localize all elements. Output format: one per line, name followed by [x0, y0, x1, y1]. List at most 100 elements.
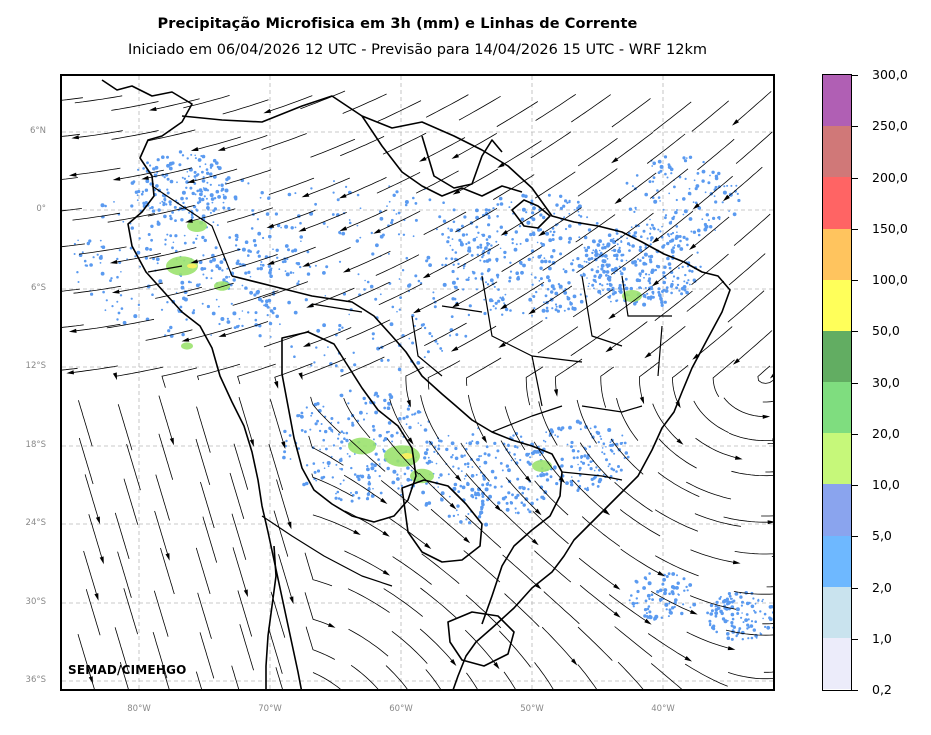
- rain-dot: [348, 219, 351, 221]
- streamline: [771, 556, 773, 557]
- rain-dot: [335, 492, 337, 495]
- rain-dot: [663, 244, 666, 247]
- rain-dot: [486, 283, 490, 286]
- rain-dot: [505, 464, 510, 468]
- streamline: [611, 288, 651, 318]
- streamline: [671, 364, 689, 405]
- rain-dot: [662, 208, 665, 211]
- rain-dot: [717, 185, 721, 189]
- rain-dot: [378, 463, 381, 465]
- rain-dot: [514, 458, 517, 460]
- rain-dot: [495, 257, 499, 262]
- rain-dot: [479, 259, 482, 262]
- streamline: [107, 213, 155, 223]
- rain-dot: [338, 260, 342, 263]
- rain-dot: [221, 187, 225, 191]
- rain-dot: [513, 453, 516, 456]
- streamline-arrow: [481, 435, 487, 444]
- rain-dot: [206, 202, 210, 206]
- streamline: [762, 400, 773, 403]
- streamline: [202, 516, 218, 563]
- streamline: [225, 169, 272, 185]
- colorbar-segment: [823, 279, 851, 332]
- streamline: [74, 95, 123, 104]
- streamline: [83, 550, 98, 598]
- streamline: [503, 671, 516, 689]
- rain-dot: [552, 230, 556, 234]
- rain-cell: [181, 342, 193, 350]
- rain-dot: [516, 511, 520, 515]
- rain-dot: [376, 346, 380, 351]
- rain-dot: [669, 284, 674, 288]
- streamline: [695, 437, 739, 459]
- rain-dot: [568, 224, 572, 228]
- rain-dot: [250, 227, 254, 230]
- rain-dot: [247, 182, 250, 185]
- rain-dot: [739, 595, 743, 599]
- rain-dot: [539, 213, 543, 217]
- streamline: [117, 551, 132, 598]
- streamline: [578, 557, 618, 588]
- streamline: [610, 438, 644, 475]
- rain-dot: [721, 617, 726, 621]
- rain-dot: [499, 296, 502, 299]
- rain-dot: [562, 268, 565, 271]
- rain-dot: [399, 296, 402, 299]
- rain-dot: [310, 414, 312, 417]
- rain-dot: [681, 265, 684, 269]
- rain-dot: [479, 465, 481, 468]
- rain-dot: [99, 254, 103, 258]
- rain-dot: [567, 281, 571, 285]
- rain-dot: [562, 204, 566, 208]
- rain-dot: [269, 336, 272, 338]
- rain-dot: [487, 235, 492, 239]
- rain-dot: [639, 275, 642, 277]
- streamline: [87, 666, 95, 689]
- streamline-arrow: [88, 676, 93, 684]
- rain-dot: [701, 218, 704, 221]
- streamline-arrow: [287, 521, 292, 530]
- rain-dot: [337, 497, 341, 500]
- rain-dot: [367, 475, 371, 480]
- rain-dot: [456, 504, 460, 508]
- rain-dot: [411, 341, 415, 345]
- rain-cell: [532, 460, 552, 472]
- streamline: [116, 169, 164, 180]
- rain-dot: [99, 262, 102, 264]
- rain-dot: [689, 283, 691, 286]
- rain-dot: [500, 297, 505, 302]
- streamline: [695, 175, 733, 208]
- rain-dot: [464, 462, 467, 466]
- streamline: [62, 97, 83, 101]
- rain-dot: [180, 218, 184, 222]
- streamline-arrow: [302, 342, 311, 347]
- rain-dot: [622, 267, 626, 271]
- rain-dot: [168, 166, 173, 171]
- rain-dot: [448, 495, 451, 498]
- rain-dot: [648, 180, 652, 184]
- rain-dot: [668, 221, 673, 225]
- streamline: [530, 131, 572, 159]
- streamline: [231, 254, 278, 270]
- precip-colorbar: [822, 74, 852, 691]
- rain-dot: [376, 394, 380, 398]
- rain-dot: [623, 441, 627, 445]
- rain-dot: [331, 476, 334, 479]
- rain-dot: [520, 263, 523, 266]
- rain-dot: [348, 455, 351, 458]
- rain-dot: [192, 309, 196, 312]
- rain-dot: [449, 334, 452, 337]
- streamline: [695, 326, 733, 358]
- streamline: [305, 247, 351, 266]
- rain-dot: [166, 177, 170, 181]
- rain-dot: [584, 253, 589, 258]
- rain-dot: [300, 429, 304, 432]
- rain-dot: [437, 486, 440, 488]
- streamline: [423, 211, 467, 235]
- rain-dot: [679, 239, 682, 243]
- streamline-arrow: [497, 162, 505, 168]
- rain-dot: [341, 326, 344, 329]
- rain-dot: [661, 582, 665, 586]
- streamline: [232, 290, 279, 306]
- rain-dot: [209, 166, 213, 169]
